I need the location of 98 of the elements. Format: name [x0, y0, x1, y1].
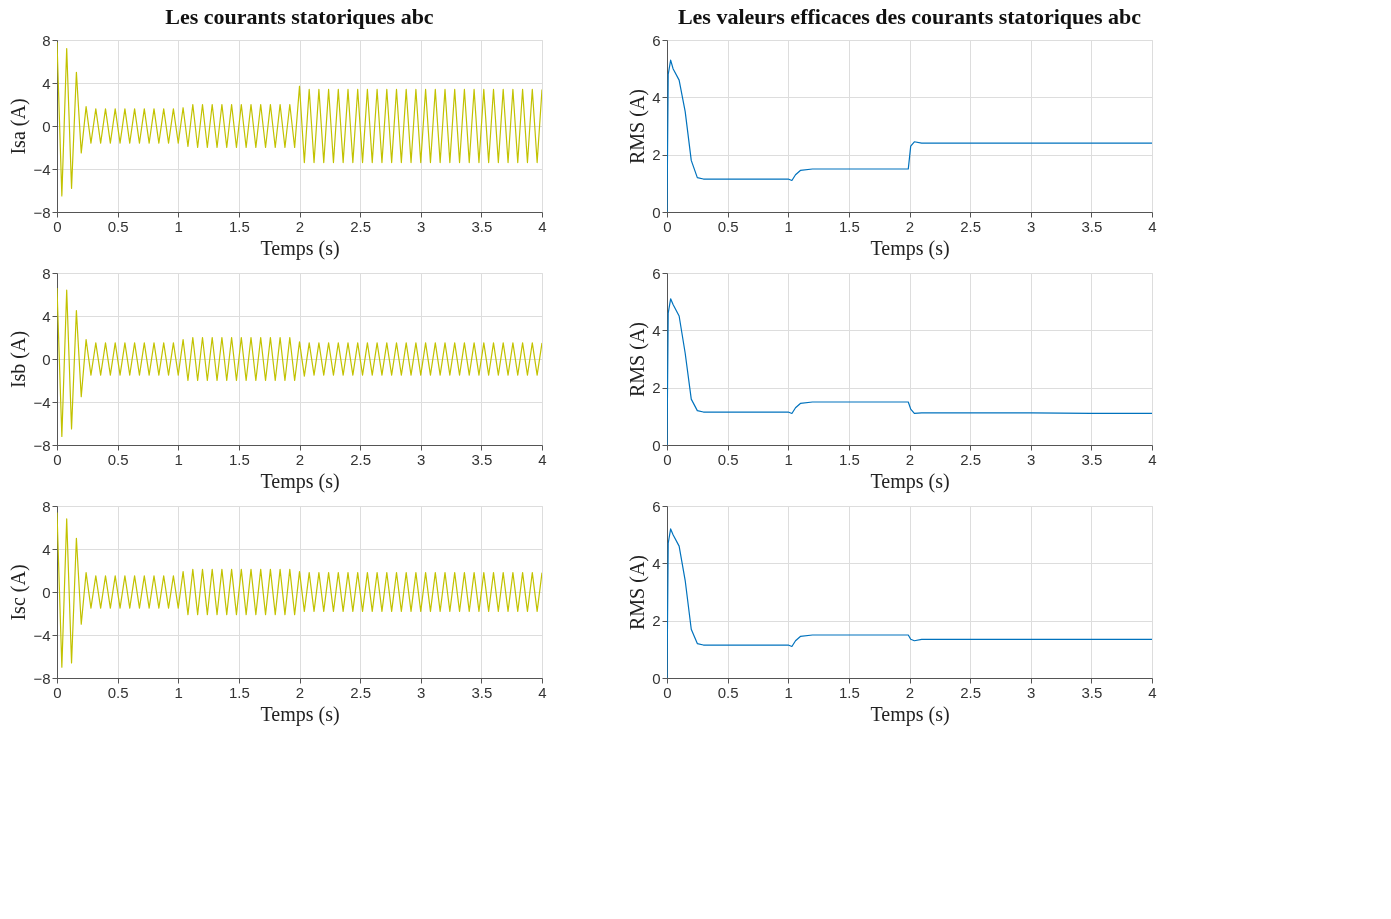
x-tick-label: 3 [417, 683, 426, 701]
x-tick-label: 3.5 [471, 683, 493, 701]
x-tick-label: 1 [784, 683, 793, 701]
x-tick-label: 4 [538, 683, 547, 701]
y-axis-title: Isb (A) [7, 330, 31, 389]
y-tick-label: 6 [652, 497, 661, 515]
y-tick-label: −8 [33, 436, 51, 454]
y-axis-title: RMS (A) [626, 321, 650, 398]
chart-title: Les valeurs efficaces des courants statoriques abc [677, 4, 1142, 29]
x-tick-label: 1 [784, 217, 793, 235]
x-axis-title: Temps (s) [870, 469, 950, 493]
x-tick-label: 2.5 [350, 683, 372, 701]
x-tick-label: 1.5 [228, 450, 250, 468]
x-tick-label: 1.5 [838, 450, 860, 468]
x-tick-label: 3.5 [471, 450, 493, 468]
x-tick-label: 0.5 [717, 450, 739, 468]
y-tick-label: 4 [42, 307, 51, 325]
y-tick-label: 8 [42, 31, 51, 49]
x-tick-label: 0 [53, 217, 62, 235]
x-tick-label: 1 [784, 450, 793, 468]
y-axis-title: RMS (A) [626, 554, 650, 631]
x-axis-title: Temps (s) [260, 236, 340, 260]
y-tick-label: −8 [33, 669, 51, 687]
x-tick-label: 1.5 [228, 217, 250, 235]
x-tick-label: 3.5 [471, 217, 493, 235]
x-tick-label: 2 [905, 217, 915, 235]
x-tick-label: 3 [417, 217, 426, 235]
y-tick-label: 0 [42, 350, 51, 368]
line-series [57, 511, 542, 668]
y-axis-title: Isc (A) [7, 564, 31, 621]
x-tick-label: 2 [295, 450, 305, 468]
line-series [57, 41, 542, 197]
y-tick-label: 2 [652, 379, 661, 397]
x-tick-label: 0 [53, 683, 62, 701]
x-tick-label: 2.5 [960, 450, 982, 468]
y-tick-label: 0 [652, 669, 661, 687]
y-tick-label: 2 [652, 146, 661, 164]
y-tick-label: −4 [33, 626, 51, 644]
x-axis-title: Temps (s) [260, 469, 340, 493]
x-tick-label: 0.5 [717, 217, 739, 235]
x-tick-label: 3 [1027, 683, 1036, 701]
x-tick-label: 2 [295, 683, 305, 701]
x-tick-label: 2 [905, 450, 915, 468]
x-tick-label: 4 [1148, 217, 1157, 235]
y-tick-label: −4 [33, 393, 51, 411]
x-tick-label: 2.5 [960, 217, 982, 235]
x-tick-label: 4 [1148, 450, 1157, 468]
y-tick-label: 2 [652, 612, 661, 630]
chart-title: Les courants statoriques abc [165, 4, 434, 29]
x-tick-label: 3.5 [1081, 217, 1103, 235]
y-tick-label: 8 [42, 497, 51, 515]
x-tick-label: 1.5 [228, 683, 250, 701]
x-tick-label: 2.5 [350, 217, 372, 235]
y-axis-title: Isa (A) [7, 98, 31, 155]
x-tick-label: 0.5 [107, 217, 129, 235]
y-tick-label: 6 [652, 31, 661, 49]
x-axis-title: Temps (s) [260, 702, 340, 726]
x-axis-title: Temps (s) [870, 236, 950, 260]
x-tick-label: 3 [417, 450, 426, 468]
y-tick-label: 0 [42, 117, 51, 135]
x-tick-label: 0 [663, 217, 672, 235]
x-tick-label: 0.5 [717, 683, 739, 701]
x-tick-label: 1.5 [838, 683, 860, 701]
x-tick-label: 3.5 [1081, 450, 1103, 468]
x-tick-label: 1.5 [838, 217, 860, 235]
x-tick-label: 0 [663, 683, 672, 701]
x-tick-label: 1 [174, 450, 183, 468]
x-tick-label: 2 [905, 683, 915, 701]
x-tick-label: 2 [295, 217, 305, 235]
x-tick-label: 2.5 [350, 450, 372, 468]
y-axis-title: RMS (A) [626, 88, 650, 165]
y-tick-label: 8 [42, 264, 51, 282]
y-tick-label: 6 [652, 264, 661, 282]
y-tick-label: 4 [652, 88, 661, 106]
y-tick-label: 4 [652, 554, 661, 572]
x-tick-label: 0.5 [107, 450, 129, 468]
x-tick-label: 4 [538, 450, 547, 468]
x-tick-label: 3 [1027, 450, 1036, 468]
x-tick-label: 1 [174, 683, 183, 701]
y-tick-label: −8 [33, 203, 51, 221]
x-axis-title: Temps (s) [870, 702, 950, 726]
x-tick-label: 4 [538, 217, 547, 235]
line-series [57, 287, 542, 437]
y-tick-label: 0 [652, 203, 661, 221]
x-tick-label: 3 [1027, 217, 1036, 235]
y-tick-label: 4 [42, 74, 51, 92]
x-tick-label: 0 [53, 450, 62, 468]
y-tick-label: −4 [33, 160, 51, 178]
y-tick-label: 4 [652, 321, 661, 339]
x-tick-label: 4 [1148, 683, 1157, 701]
x-tick-label: 2.5 [960, 683, 982, 701]
y-tick-label: 4 [42, 540, 51, 558]
x-tick-label: 1 [174, 217, 183, 235]
y-tick-label: 0 [42, 583, 51, 601]
x-tick-label: 0.5 [107, 683, 129, 701]
x-tick-label: 3.5 [1081, 683, 1103, 701]
y-tick-label: 0 [652, 436, 661, 454]
x-tick-label: 0 [663, 450, 672, 468]
